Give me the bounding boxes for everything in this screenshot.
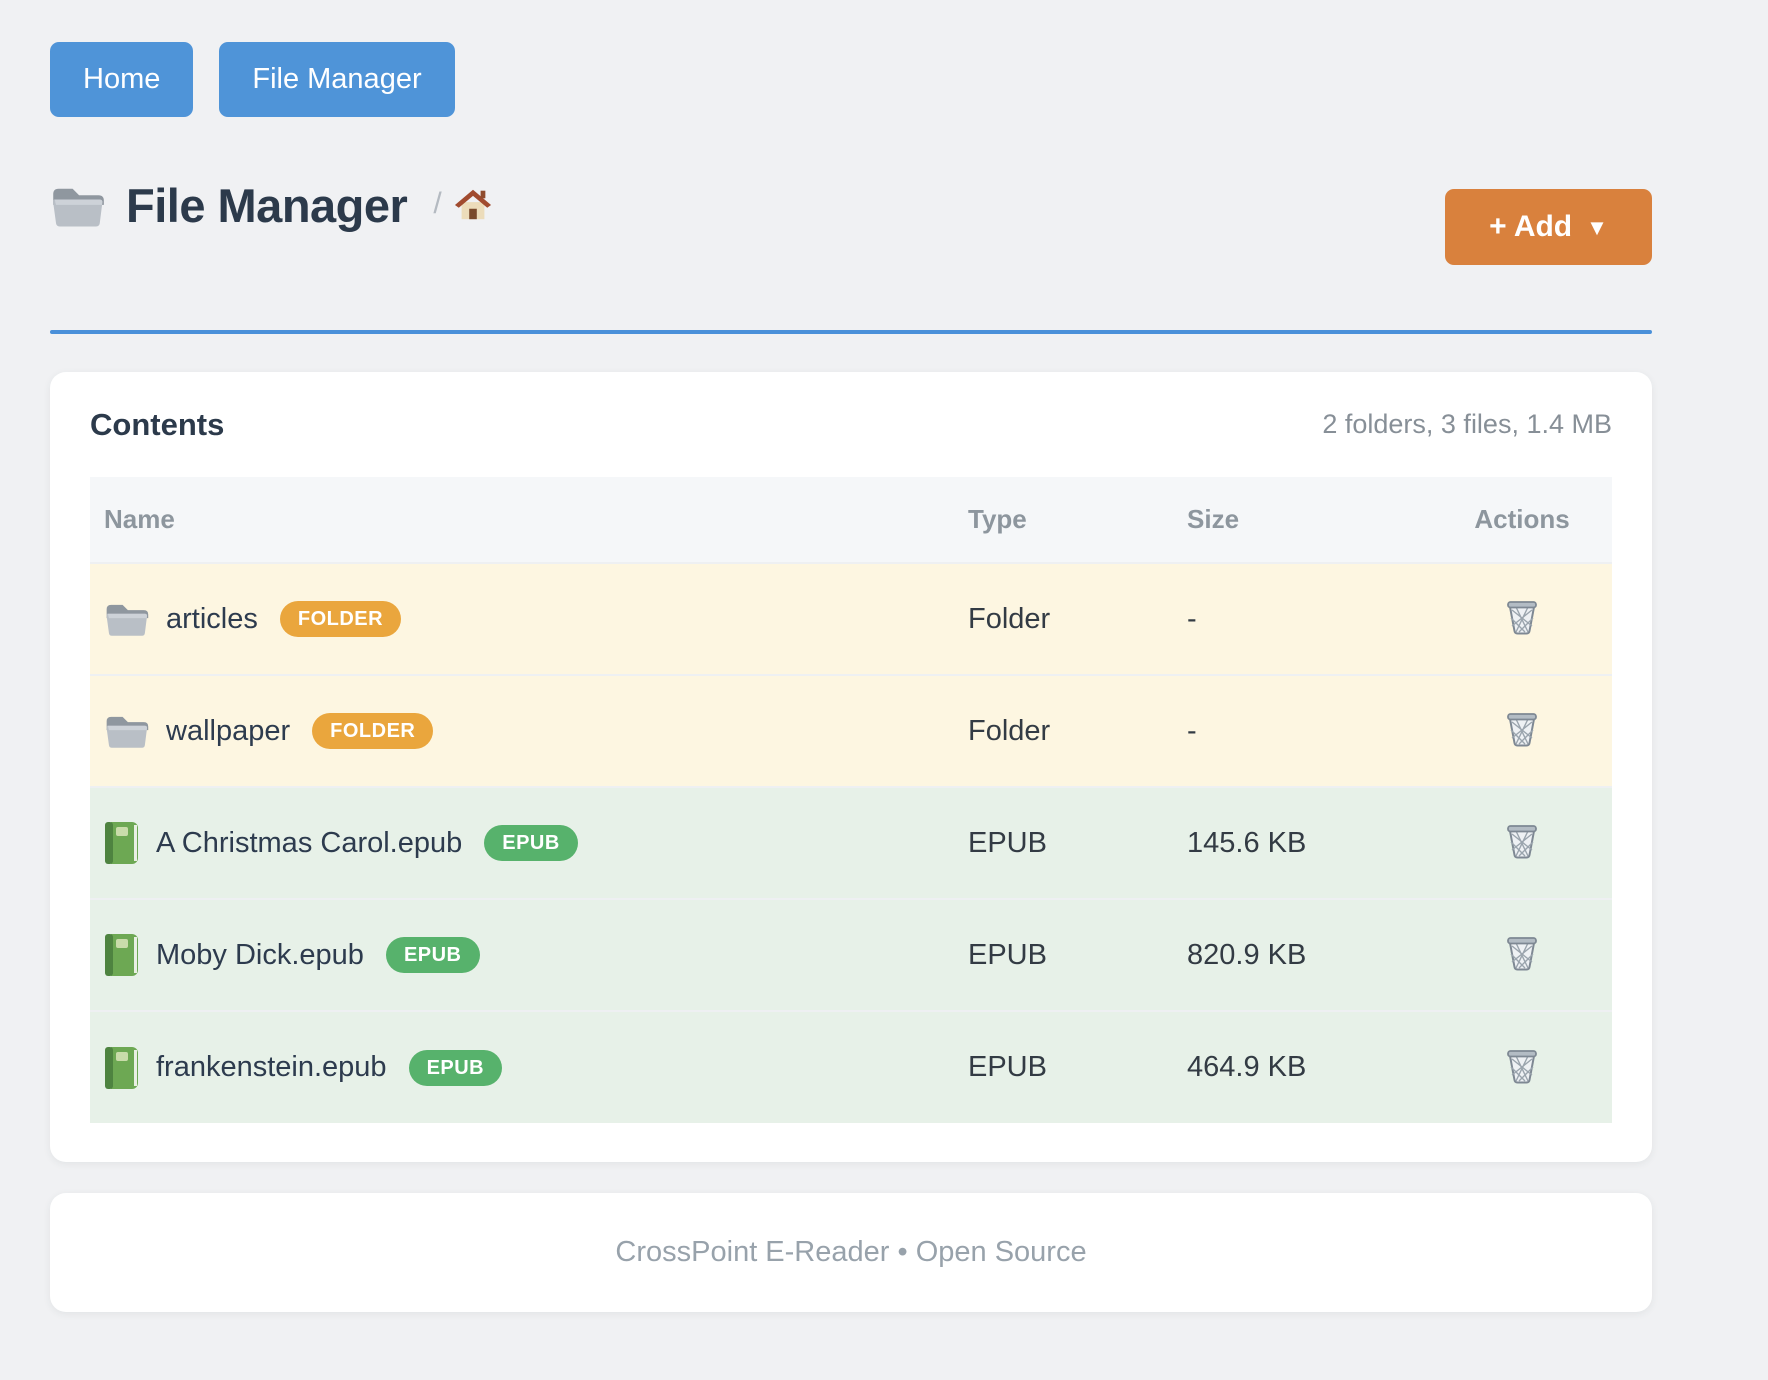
table-row-christmas-carol: A Christmas Carol.epub EPUB EPUB 145.6 K… (90, 786, 1612, 899)
epub-badge: EPUB (484, 825, 578, 861)
folder-icon (106, 716, 149, 748)
column-header-type: Type (968, 477, 1187, 563)
file-table: Name Type Size Actions articles FOLDER F… (90, 477, 1612, 1123)
trash-icon (1507, 1049, 1537, 1083)
footer-card: CrossPoint E-Reader • Open Source (50, 1193, 1652, 1312)
type-cell: Folder (968, 562, 1187, 675)
page-header: File Manager / + Add ▼ (50, 178, 1652, 268)
table-row-articles: articles FOLDER Folder - (90, 562, 1612, 675)
page: Home File Manager File Manager / + Add ▼… (50, 0, 1652, 1380)
size-cell: - (1187, 562, 1432, 675)
column-header-name: Name (90, 477, 968, 563)
file-link[interactable]: A Christmas Carol.epub (156, 826, 463, 859)
footer-text: CrossPoint E-Reader • Open Source (615, 1236, 1087, 1268)
epub-badge: EPUB (385, 937, 480, 973)
file-link[interactable]: frankenstein.epub (156, 1051, 387, 1083)
folder-link[interactable]: wallpaper (166, 714, 291, 747)
table-row-wallpaper: wallpaper FOLDER Folder - (90, 674, 1612, 787)
size-cell: 464.9 KB (1187, 1010, 1432, 1123)
file-manager-button[interactable]: File Manager (219, 42, 455, 117)
contents-heading: Contents (90, 406, 225, 442)
add-button-label: + Add (1489, 210, 1573, 243)
type-cell: Folder (968, 674, 1187, 787)
table-row-moby-dick: Moby Dick.epub EPUB EPUB 820.9 KB (90, 898, 1612, 1011)
size-cell: 145.6 KB (1187, 786, 1432, 899)
file-link[interactable]: Moby Dick.epub (156, 938, 364, 971)
caret-down-icon: ▼ (1586, 215, 1608, 240)
epub-badge: EPUB (408, 1049, 503, 1086)
delete-button[interactable] (1501, 930, 1543, 979)
folder-badge: FOLDER (312, 713, 434, 749)
type-cell: EPUB (968, 786, 1187, 899)
trash-icon (1507, 937, 1537, 971)
type-cell: EPUB (968, 1010, 1187, 1123)
contents-card-header: Contents 2 folders, 3 files, 1.4 MB (90, 372, 1612, 477)
contents-card: Contents 2 folders, 3 files, 1.4 MB Name… (50, 372, 1652, 1162)
trash-icon (1507, 601, 1537, 635)
book-icon (105, 822, 138, 864)
title-underline (50, 330, 1652, 334)
book-icon (105, 934, 138, 976)
breadcrumb-separator: / (433, 186, 442, 220)
top-nav: Home File Manager (50, 42, 455, 117)
folder-icon (53, 188, 104, 226)
delete-button[interactable] (1501, 1043, 1543, 1092)
size-cell: - (1187, 674, 1432, 787)
folder-icon (106, 604, 149, 636)
title-group: File Manager / (50, 178, 492, 233)
folder-link[interactable]: articles (166, 602, 258, 635)
delete-button[interactable] (1501, 594, 1543, 643)
folder-badge: FOLDER (279, 601, 402, 637)
column-header-size: Size (1187, 477, 1432, 563)
contents-summary: 2 folders, 3 files, 1.4 MB (1322, 409, 1612, 439)
trash-icon (1507, 825, 1537, 859)
page-title: File Manager (126, 179, 408, 232)
delete-button[interactable] (1501, 706, 1543, 755)
breadcrumb: / (433, 187, 491, 225)
add-button[interactable]: + Add ▼ (1445, 189, 1652, 265)
home-button[interactable]: Home (50, 42, 194, 117)
table-header-row: Name Type Size Actions (90, 477, 1612, 563)
delete-button[interactable] (1501, 818, 1543, 867)
trash-icon (1507, 713, 1537, 747)
type-cell: EPUB (968, 898, 1187, 1011)
size-cell: 820.9 KB (1187, 898, 1432, 1011)
table-row-frankenstein: frankenstein.epub EPUB EPUB 464.9 KB (90, 1010, 1612, 1123)
house-icon[interactable] (454, 187, 492, 221)
book-icon (105, 1046, 138, 1089)
column-header-actions: Actions (1432, 477, 1612, 563)
